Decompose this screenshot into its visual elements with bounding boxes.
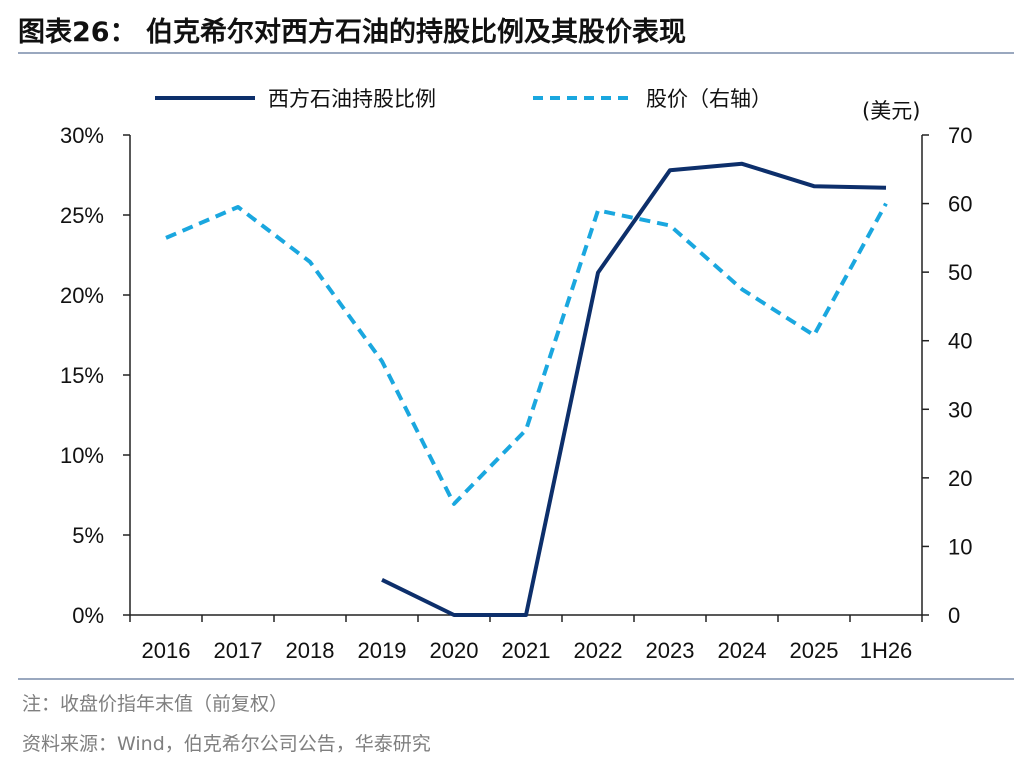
left-tick-label: 5% xyxy=(72,523,104,548)
series-line-share-price xyxy=(165,202,888,506)
right-tick-label: 50 xyxy=(948,260,972,285)
title-divider xyxy=(18,52,1014,54)
right-axis-unit-label: (美元) xyxy=(862,99,920,123)
axes: 0% 5% 10% 15% 20% 25% 30% 0 10 20 30 40 50 60 70 2016 20… xyxy=(60,123,973,663)
right-tick-label: 30 xyxy=(948,397,972,422)
left-tick-label: 25% xyxy=(60,203,104,228)
left-tick-label: 30% xyxy=(60,123,104,148)
x-tick-label: 2021 xyxy=(502,638,551,663)
x-tick-label: 2018 xyxy=(286,638,335,663)
right-tick-label: 70 xyxy=(948,123,972,148)
x-tick-label: 1H26 xyxy=(860,638,913,663)
x-tick-label: 2019 xyxy=(358,638,407,663)
x-tick-label: 2022 xyxy=(574,638,623,663)
source-text: 资料来源：Wind，伯克希尔公司公告，华泰研究 xyxy=(22,733,431,755)
right-tick-label: 40 xyxy=(948,329,972,354)
left-tick-label: 10% xyxy=(60,443,104,468)
legend-label-holding: 西方石油持股比例 xyxy=(268,87,436,111)
plot-series xyxy=(165,161,888,617)
left-tick-label: 0% xyxy=(72,603,104,628)
x-tick-label: 2025 xyxy=(790,638,839,663)
legend: 西方石油持股比例 股价（右轴） xyxy=(155,87,772,111)
series-line-holding-pct xyxy=(381,161,887,617)
chart-area: 西方石油持股比例 股价（右轴） (美元) 0% 5% 10% 15% 20% 25% 30%… xyxy=(60,87,973,663)
right-tick-label: 20 xyxy=(948,466,972,491)
x-tick-label: 2023 xyxy=(646,638,695,663)
x-tick-label: 2020 xyxy=(430,638,479,663)
right-tick-label: 0 xyxy=(948,603,960,628)
footer-divider xyxy=(18,678,1014,680)
left-tick-label: 20% xyxy=(60,283,104,308)
legend-label-price: 股价（右轴） xyxy=(646,87,772,111)
x-tick-label: 2017 xyxy=(214,638,263,663)
x-tick-label: 2016 xyxy=(142,638,191,663)
left-tick-label: 15% xyxy=(60,363,104,388)
x-tick-label: 2024 xyxy=(718,638,767,663)
chart-title: 图表26： 伯克希尔对西方石油的持股比例及其股价表现 xyxy=(18,17,686,48)
footnote: 注：收盘价指年末值（前复权） xyxy=(22,693,289,715)
right-tick-label: 60 xyxy=(948,192,972,217)
right-tick-label: 10 xyxy=(948,534,972,559)
